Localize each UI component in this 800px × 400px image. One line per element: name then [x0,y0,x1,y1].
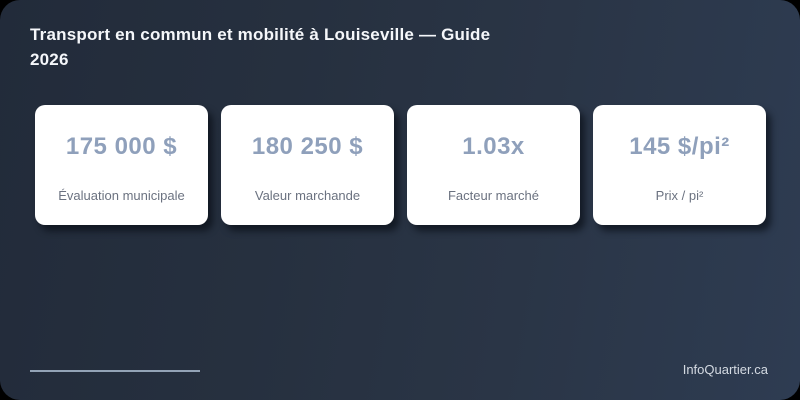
stat-cards-row: 175 000 $ Évaluation municipale 180 250 … [35,105,766,225]
footer-brand: InfoQuartier.ca [682,362,768,377]
stat-value: 175 000 $ [65,133,178,160]
stat-label: Valeur marchande [254,188,361,203]
stat-label: Prix / pi² [655,188,704,203]
stat-card-evaluation-municipale: 175 000 $ Évaluation municipale [35,105,208,225]
stat-card-facteur-marche: 1.03x Facteur marché [407,105,580,225]
stat-card-prix-pi2: 145 $/pi² Prix / pi² [593,105,766,225]
stat-value: 1.03x [462,133,525,160]
page-title: Transport en commun et mobilité à Louise… [30,25,491,69]
stat-label: Facteur marché [447,188,540,203]
stat-value: 180 250 $ [251,133,364,160]
stat-label: Évaluation municipale [58,188,185,203]
footer-divider [30,370,200,372]
stat-card-valeur-marchande: 180 250 $ Valeur marchande [221,105,394,225]
stat-value: 145 $/pi² [629,133,730,160]
